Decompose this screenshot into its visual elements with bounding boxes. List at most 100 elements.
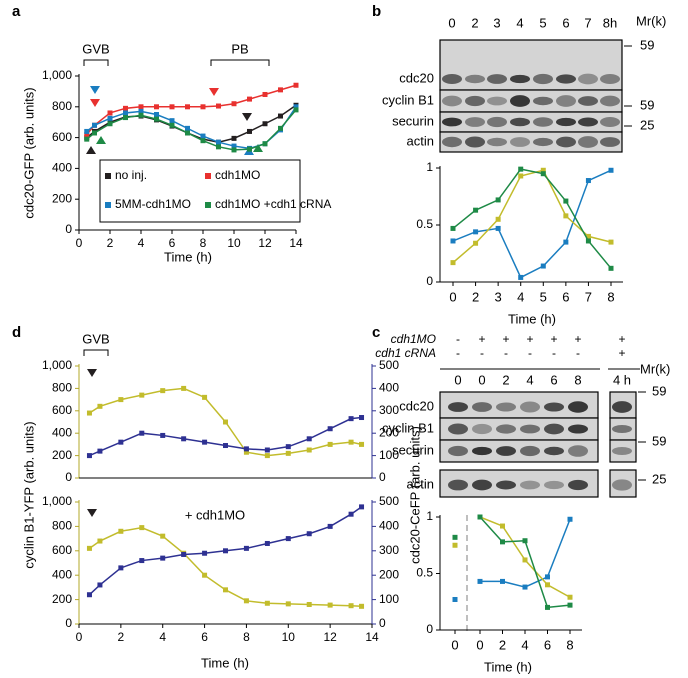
- x-tick-label: 0: [476, 637, 483, 652]
- marker: [264, 540, 270, 546]
- y-tick-label: 1,000: [42, 358, 72, 372]
- marker: [545, 582, 550, 588]
- marker: [473, 240, 479, 246]
- marker: [118, 397, 124, 403]
- marker: [223, 548, 228, 554]
- x-tick-label: 4: [159, 630, 166, 644]
- marker: [185, 125, 190, 131]
- blot-band: [442, 95, 462, 107]
- x-tick-label: 6: [201, 630, 208, 644]
- lane-label: 3: [493, 15, 500, 30]
- marker: [86, 545, 92, 551]
- y-tick-label: 400: [52, 161, 72, 175]
- lane-label: 0: [478, 372, 485, 387]
- marker: [247, 96, 252, 102]
- y-tick-label: 800: [52, 381, 72, 395]
- marker: [181, 436, 187, 442]
- annotation: GVB: [82, 41, 109, 56]
- legend-box: [99, 159, 301, 223]
- marker: [285, 536, 291, 542]
- series-segment: [502, 539, 526, 543]
- blot-band: [442, 74, 462, 84]
- series-segment: [479, 516, 503, 527]
- blot-band: [520, 445, 540, 457]
- marker: [154, 104, 159, 110]
- marker: [123, 105, 128, 111]
- marker: [540, 263, 546, 269]
- row-label: cyclin B1: [382, 92, 434, 107]
- row-label: cdc20: [399, 398, 434, 413]
- blot-band: [496, 402, 516, 412]
- marker: [264, 447, 270, 453]
- marker: [306, 447, 312, 453]
- y2-tick-label: 500: [379, 494, 399, 508]
- y-tick-label: 400: [52, 425, 72, 439]
- legend-swatch: [205, 202, 211, 208]
- y-tick-label: 1: [426, 509, 433, 523]
- y2-axis-label: cdc20-CeFP (arb. units): [407, 426, 422, 564]
- lane-label: 6: [550, 372, 557, 387]
- marker: [84, 132, 90, 138]
- blot-band: [496, 446, 516, 456]
- x-tick-label: 4: [521, 637, 528, 652]
- arrowhead: [96, 136, 106, 144]
- blot-band: [568, 479, 588, 491]
- panel-label: b: [372, 3, 381, 20]
- blot-band: [533, 96, 553, 106]
- y-tick-label: 0: [65, 222, 72, 236]
- series-line: [452, 168, 612, 269]
- marker: [450, 225, 456, 231]
- y-axis-label: cdc20-GFP (arb. units): [21, 87, 36, 218]
- blot-band: [510, 137, 530, 147]
- marker: [477, 514, 483, 520]
- x-axis-label: Time (h): [508, 311, 556, 326]
- y2-tick-label: 100: [379, 592, 399, 606]
- header-sign: -: [504, 346, 508, 360]
- marker: [477, 578, 483, 584]
- marker: [200, 104, 206, 110]
- marker: [118, 439, 124, 445]
- blot-band: [556, 117, 576, 127]
- marker: [567, 516, 573, 522]
- header-sign: +: [574, 332, 581, 346]
- annotation: PB: [231, 41, 248, 56]
- series-segment: [501, 525, 526, 561]
- blot-band: [544, 402, 564, 412]
- annotation: GVB: [82, 331, 109, 346]
- marker: [518, 274, 524, 280]
- blot-band: [612, 479, 632, 491]
- series-line: [452, 169, 612, 279]
- marker: [495, 216, 501, 222]
- y2-tick-label: 300: [379, 543, 399, 557]
- row-label: actin: [407, 133, 434, 148]
- y-tick-label: 0: [426, 274, 433, 288]
- row-label: securin: [392, 442, 434, 457]
- mr-label: Mr(k): [640, 361, 670, 376]
- y2-tick-label: 200: [379, 567, 399, 581]
- y-tick-label: 0: [65, 470, 72, 484]
- marker: [231, 135, 237, 141]
- blot-band: [600, 95, 620, 107]
- marker: [262, 91, 268, 97]
- blot-band: [487, 96, 507, 106]
- marker: [452, 534, 458, 540]
- x-tick-label: 8: [607, 289, 614, 304]
- header-sign: +: [618, 346, 625, 360]
- legend-swatch: [105, 173, 111, 179]
- marker: [522, 557, 528, 563]
- y-tick-label: 200: [52, 448, 72, 462]
- y-tick-label: 0: [426, 622, 433, 636]
- blot-band: [448, 423, 468, 435]
- y2-tick-label: 0: [379, 470, 386, 484]
- marker: [181, 385, 187, 391]
- marker: [107, 121, 113, 127]
- blot-band: [442, 136, 462, 148]
- blot-strip: [439, 439, 599, 463]
- header-sign: -: [456, 332, 460, 346]
- y2-tick-label: 400: [379, 381, 399, 395]
- marker: [262, 141, 268, 147]
- header-sign: -: [552, 346, 556, 360]
- arrowhead: [90, 99, 100, 107]
- arrowhead: [242, 113, 252, 121]
- blot-band: [465, 117, 485, 127]
